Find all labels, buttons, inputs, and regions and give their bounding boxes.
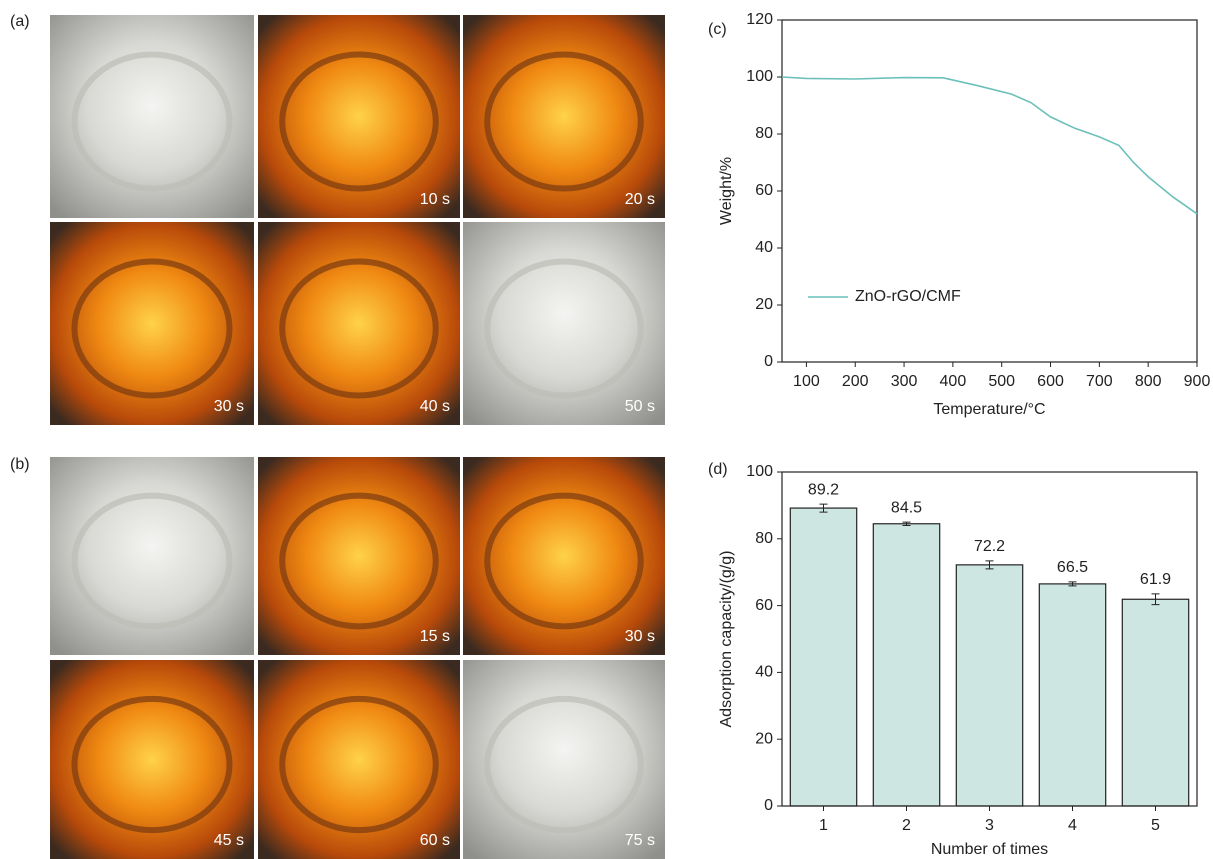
x-tick-label: 400	[940, 373, 967, 390]
x-tick-label: 4	[1068, 817, 1077, 834]
data-line	[782, 77, 1197, 214]
x-axis-label: Temperature/°C	[933, 401, 1045, 418]
y-tick-label: 80	[755, 125, 773, 142]
bar	[873, 524, 939, 806]
y-tick-label: 60	[755, 182, 773, 199]
y-tick-label: 0	[764, 353, 773, 370]
panel-label: (c)	[708, 21, 727, 38]
time-label: 60 s	[420, 832, 450, 849]
y-tick-label: 40	[755, 664, 773, 681]
y-tick-label: 20	[755, 296, 773, 313]
y-axis-label: Adsorption capacity/(g/g)	[718, 551, 735, 728]
time-label: 15 s	[420, 628, 450, 645]
time-label: 40 s	[420, 398, 450, 415]
x-tick-label: 3	[985, 817, 994, 834]
figure: (a) (b) 10 s 20 s 30 s 40 s 50 s 15 s 30 s 45 s…	[0, 0, 1213, 859]
value-label: 84.5	[891, 499, 922, 516]
y-axis-label: Weight/%	[718, 157, 735, 225]
x-axis-label: Number of times	[931, 841, 1048, 858]
bar	[790, 508, 856, 806]
x-tick-label: 100	[793, 373, 820, 390]
x-tick-label: 200	[842, 373, 869, 390]
time-label: 10 s	[420, 191, 450, 208]
bar	[1039, 584, 1105, 806]
x-tick-label: 900	[1184, 373, 1211, 390]
y-tick-label: 80	[755, 530, 773, 547]
value-label: 89.2	[808, 481, 839, 498]
plot-frame	[782, 20, 1197, 362]
legend-label: ZnO-rGO/CMF	[855, 288, 961, 305]
x-tick-label: 800	[1135, 373, 1162, 390]
value-label: 72.2	[974, 538, 1005, 555]
y-tick-label: 60	[755, 597, 773, 614]
x-tick-label: 300	[891, 373, 918, 390]
time-label: 75 s	[625, 832, 655, 849]
bar	[956, 565, 1022, 806]
panel-label: (b)	[10, 456, 30, 473]
value-label: 61.9	[1140, 571, 1171, 588]
x-tick-label: 600	[1037, 373, 1064, 390]
y-tick-label: 40	[755, 239, 773, 256]
x-tick-label: 500	[988, 373, 1015, 390]
x-tick-label: 1	[819, 817, 828, 834]
value-label: 66.5	[1057, 559, 1088, 576]
time-label: 45 s	[214, 832, 244, 849]
time-label: 50 s	[625, 398, 655, 415]
time-label: 30 s	[625, 628, 655, 645]
y-tick-label: 120	[746, 11, 773, 28]
x-tick-label: 2	[902, 817, 911, 834]
y-tick-label: 20	[755, 730, 773, 747]
y-tick-label: 100	[746, 68, 773, 85]
panel-label: (a)	[10, 13, 30, 30]
time-label: 20 s	[625, 191, 655, 208]
y-tick-label: 100	[746, 463, 773, 480]
bar	[1122, 599, 1188, 806]
x-tick-label: 5	[1151, 817, 1160, 834]
time-label: 30 s	[214, 398, 244, 415]
y-tick-label: 0	[764, 797, 773, 814]
x-tick-label: 700	[1086, 373, 1113, 390]
panel-label: (d)	[708, 461, 728, 478]
